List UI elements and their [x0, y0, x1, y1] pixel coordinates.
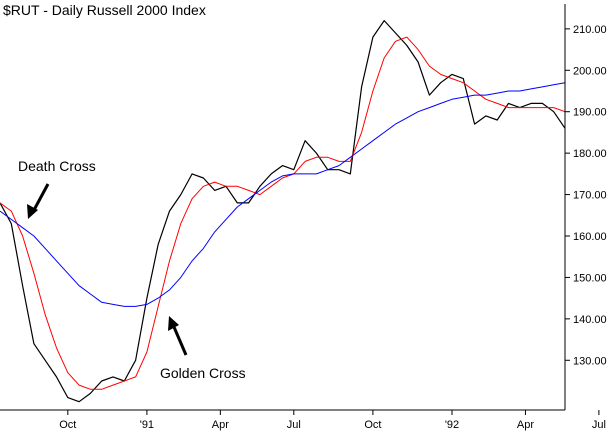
series-line-price	[0, 20, 566, 403]
death-cross-arrow-shaft	[32, 183, 50, 211]
y-ticks: 130.00 140.00 150.00 160.00 170.00 180.00 190.…	[565, 24, 607, 367]
y-tick-label: 180.00	[573, 148, 607, 160]
golden-cross-arrow-shaft	[172, 326, 188, 356]
y-tick-label: 190.00	[573, 107, 607, 119]
x-tick-label: Apr	[517, 419, 534, 431]
y-tick-label: 140.00	[573, 314, 607, 326]
death-cross-label: Death Cross	[18, 158, 96, 174]
chart-title: $RUT - Daily Russell 2000 Index	[3, 2, 206, 18]
y-tick-label: 130.00	[573, 355, 607, 367]
x-ticks: Oct '91 Apr Jul Oct '92 Apr Jul	[59, 410, 606, 431]
x-tick-label: '92	[445, 419, 459, 431]
x-tick-label: Apr	[212, 419, 229, 431]
y-tick-label: 170.00	[573, 190, 607, 202]
y-tick-label: 210.00	[573, 24, 607, 36]
x-tick-label: Jul	[592, 419, 606, 431]
y-tick-label: 150.00	[573, 272, 607, 284]
death-cross-annotation: Death Cross	[18, 158, 96, 219]
y-tick-label: 160.00	[573, 231, 607, 243]
x-tick-label: Oct	[59, 419, 76, 431]
x-tick-label: Jul	[287, 419, 301, 431]
y-tick-label: 200.00	[573, 65, 607, 77]
x-tick-label: Oct	[364, 419, 381, 431]
death-cross-arrowhead	[27, 204, 38, 219]
x-tick-label: '91	[140, 419, 154, 431]
golden-cross-arrowhead	[168, 316, 179, 331]
golden-cross-annotation: Golden Cross	[160, 316, 246, 381]
plot-area	[0, 20, 566, 403]
series-line-ma200	[0, 82, 566, 307]
series-line-ma50	[0, 36, 566, 390]
golden-cross-label: Golden Cross	[160, 365, 246, 381]
